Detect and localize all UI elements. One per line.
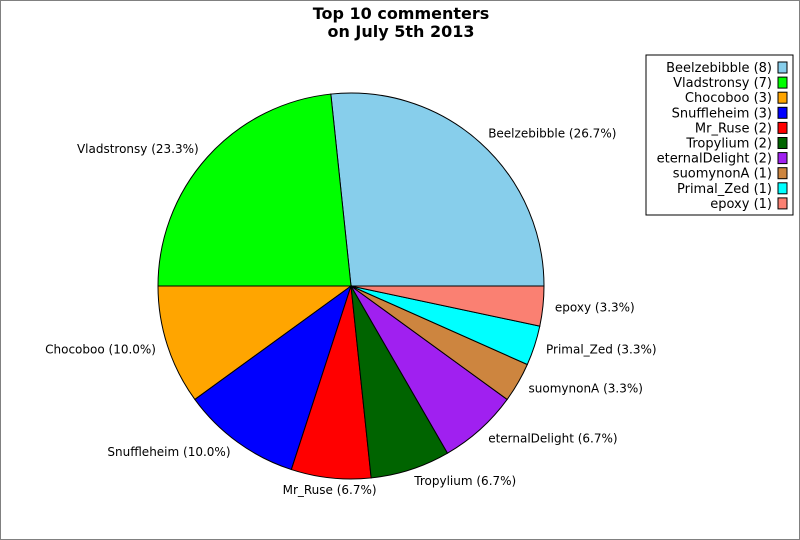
legend-swatch-tropylium	[777, 137, 788, 149]
pie-slice-labels: Beelzebibble (26.7%) Vladstronsy (23.3%) C…	[45, 127, 656, 497]
legend-label-tropylium: Tropylium (2)	[685, 137, 772, 152]
pie-slice-snuffleheim	[194, 284, 352, 471]
legend: Beelzebibble (8)Vladstronsy (7)Chocoboo …	[645, 54, 794, 216]
legend-label-suomynona: suomynonA (1)	[673, 167, 772, 182]
legend-label-mr-ruse: Mr_Ruse (2)	[695, 121, 772, 136]
slice-label-eternaldelight: eternalDelight (6.7%)	[488, 431, 617, 445]
legend-swatch-epoxy	[777, 197, 788, 210]
legend-swatch-primal-zed	[777, 182, 788, 195]
slice-label-vladstronsy: Vladstronsy (23.3%)	[77, 142, 199, 156]
slice-label-suomynona: suomynonA (3.3%)	[529, 382, 643, 396]
slice-label-epoxy: epoxy (3.3%)	[555, 300, 635, 314]
chart-title-line-2: on July 5th 2013	[327, 22, 474, 41]
legend-box	[645, 54, 794, 216]
legend-swatch-suomynona	[777, 167, 788, 180]
slice-label-snuffleheim: Snuffleheim (10.0%)	[107, 445, 230, 459]
slice-label-tropylium: Tropylium (6.7%)	[413, 474, 516, 488]
pie-slice-chocoboo	[157, 285, 353, 401]
legend-label-primal-zed: Primal_Zed (1)	[677, 182, 772, 197]
slice-label-chocoboo: Chocoboo (10.0%)	[45, 342, 156, 356]
legend-label-epoxy: epoxy (1)	[710, 197, 772, 212]
pie-slice-beelzebibble	[330, 92, 545, 287]
legend-swatch-chocoboo	[777, 91, 788, 104]
legend-label-snuffleheim: Snuffleheim (3)	[672, 106, 772, 121]
legend-swatch-snuffleheim	[777, 106, 788, 119]
pie-slices	[157, 92, 545, 480]
legend-swatch-vladstronsy	[777, 76, 788, 89]
legend-label-eternaldelight: eternalDelight (2)	[657, 152, 772, 167]
slice-label-mr-ruse: Mr_Ruse (6.7%)	[283, 483, 377, 497]
pie-slice-epoxy	[350, 285, 545, 327]
legend-label-vladstronsy: Vladstronsy (7)	[673, 76, 772, 91]
chart-title-line-1: Top 10 commenters	[313, 4, 490, 23]
slice-label-beelzebibble: Beelzebibble (26.7%)	[488, 127, 616, 141]
pie-slice-vladstronsy	[157, 93, 352, 287]
legend-swatch-eternaldelight	[777, 152, 788, 165]
slice-label-primal-zed: Primal_Zed (3.3%)	[546, 342, 657, 356]
legend-label-beelzebibble: Beelzebibble (8)	[666, 61, 772, 76]
legend-label-chocoboo: Chocoboo (3)	[685, 91, 772, 106]
legend-swatch-mr-ruse	[777, 121, 788, 134]
legend-swatch-beelzebibble	[777, 61, 788, 74]
